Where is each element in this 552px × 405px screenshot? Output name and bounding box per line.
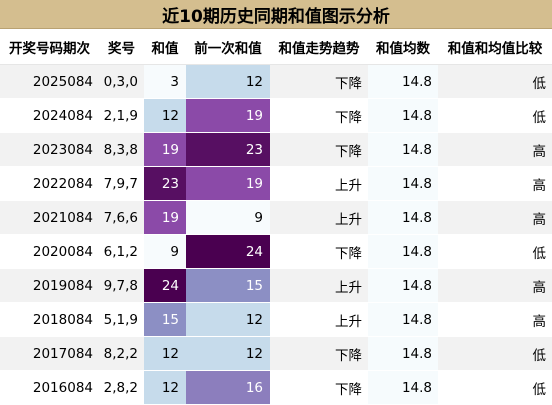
compare-cell: 低 — [438, 98, 552, 133]
table-row: 2024084 2,1,9 12 19 下降 14.8 低 — [0, 98, 552, 133]
trend-cell: 下降 — [270, 64, 368, 99]
sum-cell: 3 — [144, 64, 186, 99]
issue-cell: 2023084 — [0, 132, 99, 167]
avg-cell: 14.8 — [368, 132, 438, 167]
table-row: 2017084 8,2,2 12 12 下降 14.8 低 — [0, 336, 552, 371]
avg-cell: 14.8 — [368, 370, 438, 405]
table-row: 2021084 7,6,6 19 9 上升 14.8 高 — [0, 200, 552, 235]
avg-cell: 14.8 — [368, 336, 438, 371]
col-header-sum[interactable]: 和值 — [144, 29, 186, 65]
issue-cell: 2024084 — [0, 98, 99, 133]
avg-cell: 14.8 — [368, 302, 438, 337]
table-row: 2022084 7,9,7 23 19 上升 14.8 高 — [0, 166, 552, 201]
issue-cell: 2017084 — [0, 336, 99, 371]
trend-cell: 上升 — [270, 302, 368, 337]
trend-cell: 下降 — [270, 370, 368, 405]
trend-cell: 上升 — [270, 200, 368, 235]
number-cell: 9,7,8 — [99, 268, 144, 303]
prev-sum-cell: 12 — [186, 64, 270, 99]
sum-cell: 24 — [144, 268, 186, 303]
compare-cell: 高 — [438, 132, 552, 167]
prev-sum-cell: 15 — [186, 268, 270, 303]
avg-cell: 14.8 — [368, 98, 438, 133]
table-row: 2020084 6,1,2 9 24 下降 14.8 低 — [0, 234, 552, 269]
number-cell: 7,6,6 — [99, 200, 144, 235]
compare-cell: 低 — [438, 234, 552, 269]
compare-cell: 高 — [438, 166, 552, 201]
sum-analysis-table: 开奖号码期次 奖号 和值 前一次和值 和值走势趋势 和值均数 和值和均值比较 2… — [0, 29, 552, 405]
avg-cell: 14.8 — [368, 64, 438, 99]
issue-cell: 2025084 — [0, 64, 99, 99]
col-header-avg[interactable]: 和值均数 — [368, 29, 438, 65]
prev-sum-cell: 24 — [186, 234, 270, 269]
trend-cell: 下降 — [270, 234, 368, 269]
compare-cell: 低 — [438, 370, 552, 405]
prev-sum-cell: 12 — [186, 336, 270, 371]
trend-cell: 下降 — [270, 336, 368, 371]
issue-cell: 2021084 — [0, 200, 99, 235]
sum-cell: 19 — [144, 200, 186, 235]
trend-cell: 上升 — [270, 166, 368, 201]
avg-cell: 14.8 — [368, 166, 438, 201]
trend-cell: 下降 — [270, 132, 368, 167]
col-header-compare[interactable]: 和值和均值比较 — [438, 29, 552, 65]
prev-sum-cell: 23 — [186, 132, 270, 167]
issue-cell: 2019084 — [0, 268, 99, 303]
prev-sum-cell: 9 — [186, 200, 270, 235]
issue-cell: 2018084 — [0, 302, 99, 337]
issue-cell: 2016084 — [0, 370, 99, 405]
number-cell: 8,2,2 — [99, 336, 144, 371]
table-row: 2023084 8,3,8 19 23 下降 14.8 高 — [0, 132, 552, 167]
sum-cell: 9 — [144, 234, 186, 269]
sum-cell: 15 — [144, 302, 186, 337]
col-header-issue[interactable]: 开奖号码期次 — [0, 29, 99, 65]
compare-cell: 高 — [438, 200, 552, 235]
table-row: 2016084 2,8,2 12 16 下降 14.8 低 — [0, 370, 552, 405]
prev-sum-cell: 12 — [186, 302, 270, 337]
trend-cell: 下降 — [270, 98, 368, 133]
issue-cell: 2022084 — [0, 166, 99, 201]
number-cell: 0,3,0 — [99, 64, 144, 99]
avg-cell: 14.8 — [368, 200, 438, 235]
sum-cell: 23 — [144, 166, 186, 201]
table-row: 2025084 0,3,0 3 12 下降 14.8 低 — [0, 64, 552, 99]
table-row: 2019084 9,7,8 24 15 上升 14.8 高 — [0, 268, 552, 303]
avg-cell: 14.8 — [368, 234, 438, 269]
avg-cell: 14.8 — [368, 268, 438, 303]
sum-cell: 12 — [144, 336, 186, 371]
compare-cell: 高 — [438, 302, 552, 337]
issue-cell: 2020084 — [0, 234, 99, 269]
number-cell: 2,1,9 — [99, 98, 144, 133]
sum-cell: 12 — [144, 370, 186, 405]
page-title: 近10期历史同期和值图示分析 — [0, 0, 552, 29]
col-header-number[interactable]: 奖号 — [99, 29, 144, 65]
prev-sum-cell: 19 — [186, 98, 270, 133]
col-header-prev-sum[interactable]: 前一次和值 — [186, 29, 270, 65]
trend-cell: 上升 — [270, 268, 368, 303]
number-cell: 8,3,8 — [99, 132, 144, 167]
col-header-trend[interactable]: 和值走势趋势 — [270, 29, 368, 65]
compare-cell: 高 — [438, 268, 552, 303]
table-row: 2018084 5,1,9 15 12 上升 14.8 高 — [0, 302, 552, 337]
prev-sum-cell: 16 — [186, 370, 270, 405]
compare-cell: 低 — [438, 336, 552, 371]
compare-cell: 低 — [438, 64, 552, 99]
sum-cell: 12 — [144, 98, 186, 133]
number-cell: 2,8,2 — [99, 370, 144, 405]
header-row: 开奖号码期次 奖号 和值 前一次和值 和值走势趋势 和值均数 和值和均值比较 — [0, 29, 552, 65]
prev-sum-cell: 19 — [186, 166, 270, 201]
number-cell: 6,1,2 — [99, 234, 144, 269]
number-cell: 7,9,7 — [99, 166, 144, 201]
sum-cell: 19 — [144, 132, 186, 167]
number-cell: 5,1,9 — [99, 302, 144, 337]
